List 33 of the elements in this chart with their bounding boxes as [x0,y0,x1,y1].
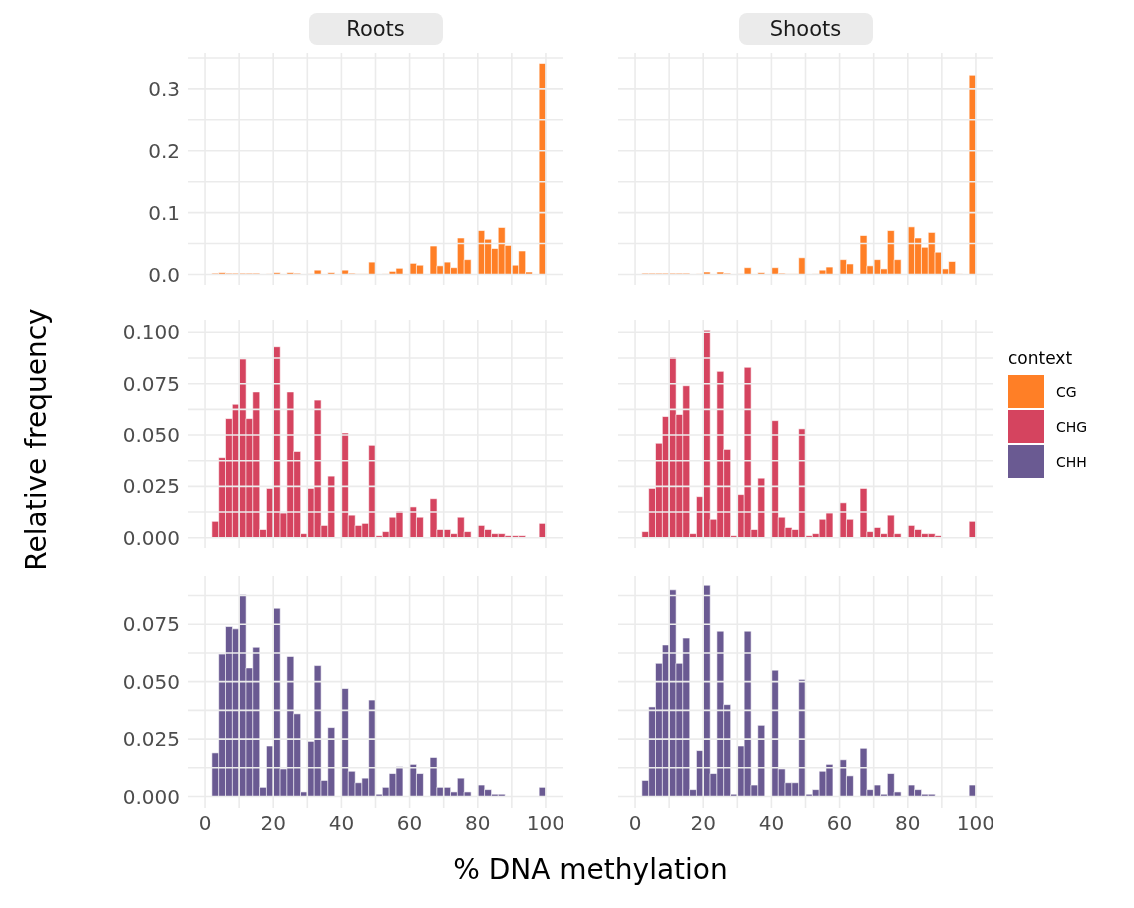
y-tick-label: 0.100 [122,320,180,345]
y-tick-label: 0.025 [122,727,180,752]
chart-title: Shoots [738,13,873,45]
x-tick-label: 0 [198,811,212,836]
y-axis-title: Relative frequency [19,307,53,573]
legend-label: CHG [1056,418,1088,435]
x-tick-label: 80 [895,811,921,836]
y-tick-label: 0.2 [148,138,180,163]
x-tick-label: 20 [690,811,716,836]
x-tick-label: 40 [758,811,785,836]
y-tick-label: 0.000 [122,784,180,809]
legend-title: context [1008,348,1074,368]
x-tick-label: 0 [628,811,642,836]
y-tick-label: 0.000 [122,525,180,550]
x-tick-label: 60 [826,811,853,836]
y-tick-label: 0.075 [122,612,180,637]
y-tick-label: 0.050 [122,423,180,448]
y-tick-label: 0.050 [122,669,180,694]
x-tick-label: 100 [956,811,996,836]
y-tick-label: 0.025 [122,474,180,499]
x-tick-label: 60 [396,811,423,836]
y-tick-label: 0.1 [148,200,180,225]
legend-label: CHH [1056,453,1087,470]
chart-title: Roots [308,13,443,45]
y-tick-label: 0.075 [122,371,180,396]
legend-label: CG [1056,383,1077,400]
y-tick-label: 0.0 [148,262,180,287]
x-tick-label: 40 [328,811,355,836]
x-tick-label: 80 [465,811,491,836]
x-tick-label: 20 [260,811,286,836]
y-tick-label: 0.3 [148,76,180,101]
x-tick-label: 100 [526,811,566,836]
x-axis-title: % DNA methylation [452,853,729,886]
